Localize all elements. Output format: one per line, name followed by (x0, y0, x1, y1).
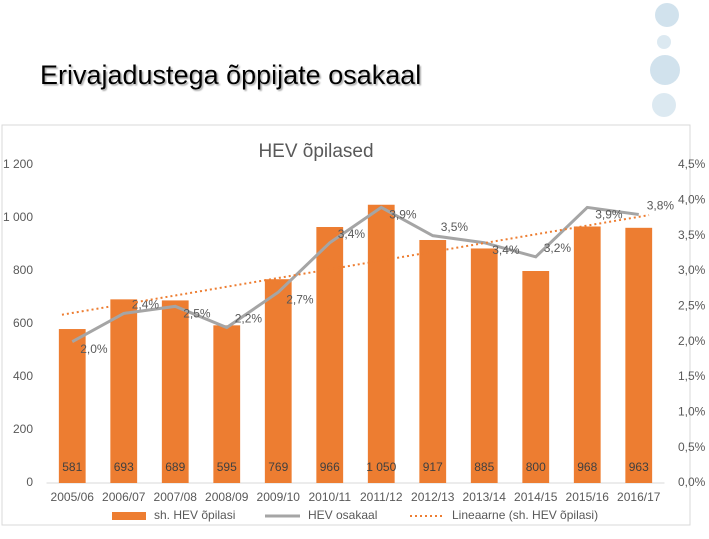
y2-tick-label: 3,5% (678, 228, 706, 242)
bar (213, 325, 241, 483)
bar (522, 271, 550, 483)
y-tick-label: 1 200 (3, 157, 33, 171)
bar (316, 227, 344, 483)
y2-tick-label: 4,5% (678, 157, 706, 171)
x-tick-label: 2016/17 (617, 490, 661, 504)
y-tick-label: 600 (13, 316, 33, 330)
line-value-label: 3,5% (441, 220, 469, 234)
line-value-label: 3,4% (492, 243, 520, 257)
x-tick-label: 2007/08 (154, 490, 198, 504)
legend-label: Lineaarne (sh. HEV õpilasi) (452, 508, 598, 522)
bar (470, 248, 498, 483)
bar-value-label: 769 (268, 460, 288, 474)
y-tick-label: 400 (13, 369, 33, 383)
bar (419, 239, 447, 483)
bar-value-label: 595 (217, 460, 237, 474)
line-value-label: 2,7% (286, 292, 314, 306)
bar-value-label: 581 (62, 460, 82, 474)
line-value-label: 2,2% (235, 312, 263, 326)
y2-tick-label: 2,5% (678, 299, 706, 313)
y2-tick-label: 0,5% (678, 440, 706, 454)
bar (110, 299, 138, 483)
x-tick-label: 2012/13 (411, 490, 455, 504)
bar-value-label: 966 (320, 460, 340, 474)
bar-value-label: 968 (577, 460, 597, 474)
line-value-label: 2,0% (80, 342, 108, 356)
x-tick-label: 2014/15 (514, 490, 558, 504)
bar-value-label: 693 (114, 460, 134, 474)
bar-value-label: 689 (165, 460, 185, 474)
x-tick-label: 2011/12 (360, 490, 403, 504)
y2-tick-label: 0,0% (678, 475, 706, 489)
decoration (650, 3, 680, 117)
y2-tick-label: 3,0% (678, 263, 706, 277)
x-tick-label: 2009/10 (257, 490, 301, 504)
line (71, 205, 639, 343)
y-tick-label: 800 (13, 263, 33, 277)
line-value-label: 2,4% (132, 298, 160, 312)
line-value-label: 3,4% (338, 227, 366, 241)
x-tick-label: 2008/09 (205, 490, 249, 504)
legend-label: HEV osakaal (308, 508, 377, 522)
legend-swatch (112, 512, 146, 520)
bar (161, 300, 189, 483)
x-tick-label: 2006/07 (102, 490, 146, 504)
bar (573, 226, 601, 484)
bar-value-label: 963 (629, 460, 649, 474)
legend-label: sh. HEV õpilasi (154, 508, 235, 522)
y-tick-label: 200 (13, 422, 33, 436)
bar (367, 204, 395, 483)
x-tick-label: 2010/11 (309, 490, 352, 504)
bar (625, 227, 653, 483)
y2-tick-label: 1,5% (678, 369, 706, 383)
x-tick-label: 2013/14 (463, 490, 507, 504)
bar-value-label: 885 (474, 460, 494, 474)
bar-value-label: 1 050 (366, 460, 396, 474)
y-tick-label: 1 000 (3, 210, 33, 224)
bar (58, 329, 86, 483)
x-tick-label: 2015/16 (566, 490, 610, 504)
line-value-label: 3,2% (544, 241, 572, 255)
line-value-label: 3,9% (389, 208, 417, 222)
line-value-label: 3,8% (647, 199, 675, 213)
y-tick-label: 0 (26, 475, 33, 489)
line-value-label: 2,5% (183, 307, 211, 321)
y2-tick-label: 1,0% (678, 405, 706, 419)
chart-title: HEV õpilased (258, 141, 373, 162)
x-tick-label: 2005/06 (51, 490, 95, 504)
slide-title: Erivajadustega õppijate osakaal (40, 60, 421, 90)
bar-value-label: 917 (423, 460, 443, 474)
bar (264, 279, 292, 483)
line-value-label: 3,9% (595, 208, 623, 222)
trend-line (61, 214, 650, 316)
bar-value-label: 800 (526, 460, 546, 474)
y2-tick-label: 2,0% (678, 334, 706, 348)
y2-tick-label: 4,0% (678, 193, 706, 207)
